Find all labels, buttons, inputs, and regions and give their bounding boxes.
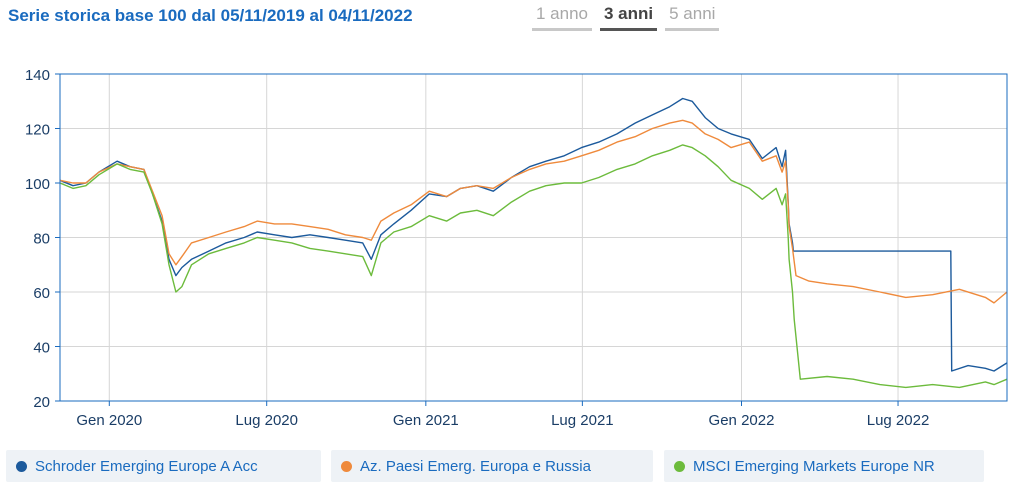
series-line-3	[59, 144, 1008, 389]
legend-item-azionari[interactable]: Az. Paesi Emerg. Europa e Russia	[331, 450, 653, 482]
x-tick-label: Gen 2020	[76, 412, 142, 429]
chart-title: Serie storica base 100 dal 05/11/2019 al…	[8, 6, 413, 25]
y-tick-label: 80	[33, 231, 50, 248]
y-tick-label: 100	[25, 176, 50, 193]
tab-3-anni[interactable]: 3 anni	[600, 4, 658, 31]
legend-label-azionari: Az. Paesi Emerg. Europa e Russia	[360, 457, 591, 475]
x-tick-label: Lug 2020	[235, 412, 298, 429]
y-axis: 20 40 60 80 100 120 140	[25, 67, 60, 411]
y-tick-label: 20	[33, 394, 50, 411]
legend-marker-msci	[674, 460, 685, 472]
x-axis: Gen 2020 Lug 2020 Gen 2021 Lug 2021 Gen 2022…	[76, 401, 929, 429]
y-tick-label: 40	[33, 340, 50, 357]
y-tick-label: 120	[25, 122, 50, 139]
x-tick-label: Lug 2021	[551, 412, 614, 429]
legend-marker-schroder	[16, 460, 27, 472]
legend-item-schroder[interactable]: Schroder Emerging Europe A Acc	[6, 450, 321, 482]
y-tick-label: 140	[25, 67, 50, 84]
series-line-2	[59, 119, 1008, 304]
tab-5-anni[interactable]: 5 anni	[665, 4, 720, 31]
tab-1-anno[interactable]: 1 anno	[532, 4, 592, 31]
x-tick-label: Lug 2022	[867, 412, 930, 429]
grid-lines	[60, 73, 1007, 402]
y-tick-label: 60	[33, 285, 50, 302]
x-tick-label: Gen 2021	[393, 412, 459, 429]
legend-label-schroder: Schroder Emerging Europe A Acc	[35, 457, 258, 475]
series-line-1	[59, 97, 1008, 372]
x-tick-label: Gen 2022	[709, 412, 775, 429]
legend-item-msci[interactable]: MSCI Emerging Markets Europe NR	[664, 450, 984, 482]
period-tabs: 1 anno 3 anni 5 anni	[532, 4, 720, 31]
series-lines	[59, 97, 1008, 389]
legend-marker-azionari	[341, 460, 352, 472]
legend-label-msci: MSCI Emerging Markets Europe NR	[693, 457, 935, 475]
